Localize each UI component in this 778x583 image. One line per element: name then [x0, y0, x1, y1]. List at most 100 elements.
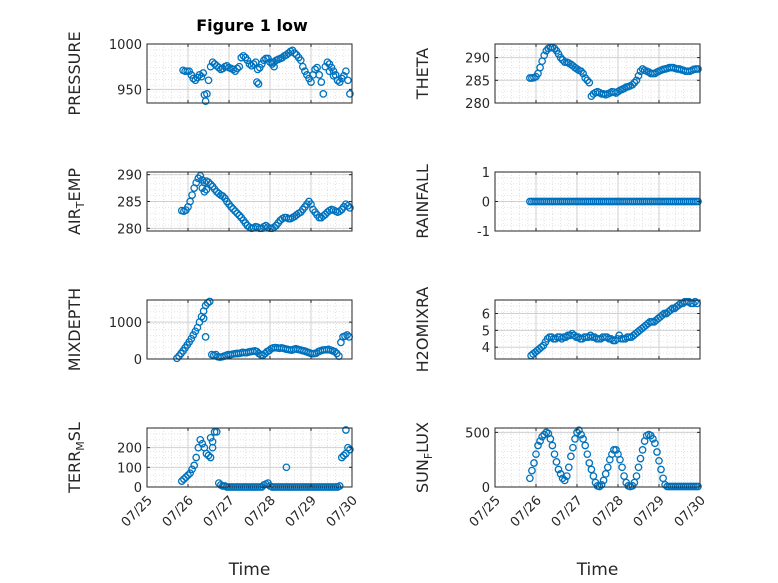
data-point: [597, 480, 606, 489]
y-tick-label: 950: [117, 83, 142, 98]
data-point: [307, 78, 315, 86]
data-point: [585, 459, 594, 467]
data-point: [342, 67, 350, 76]
data-point: [537, 343, 546, 352]
y-tick-label: 290: [117, 169, 142, 184]
y-tick-label: 0: [134, 481, 142, 496]
data-point: [339, 451, 348, 460]
data-point: [532, 450, 540, 459]
data-point: [603, 333, 611, 341]
data-point: [651, 439, 659, 448]
data-point: [319, 90, 328, 98]
data-point: [632, 76, 641, 85]
data-point: [198, 439, 207, 448]
data-point: [333, 76, 342, 85]
data-point: [218, 192, 227, 200]
data-point: [173, 354, 181, 363]
data-point: [203, 90, 211, 98]
data-point: [628, 80, 637, 89]
data-point: [343, 331, 351, 339]
data-point: [638, 446, 647, 454]
data-point: [325, 67, 334, 76]
data-point: [282, 463, 291, 472]
y-tick-label: 285: [465, 74, 490, 89]
data-point: [528, 466, 536, 475]
data-point: [227, 203, 235, 211]
data-point: [649, 435, 657, 443]
x-axis-label: Time: [228, 560, 271, 580]
data-point: [186, 469, 194, 478]
panel-1: 280 285 290 THETA: [413, 43, 702, 112]
data-point: [583, 76, 592, 85]
y-tick-label: -1: [477, 225, 490, 240]
data-point: [204, 451, 213, 460]
data-point: [189, 74, 198, 83]
data-point: [253, 65, 262, 74]
y-tick-label: 5: [482, 324, 490, 339]
data-point: [200, 187, 209, 196]
y-tick-label: 1: [482, 166, 490, 181]
y-tick-label: 1000: [109, 316, 142, 331]
panel-2: 280 285 290 AIRTEMP: [65, 168, 354, 237]
y-tick-label: 0: [482, 196, 490, 211]
data-point: [577, 67, 585, 76]
panel-3-series: [526, 197, 702, 206]
figure-title: Figure 1 low: [196, 16, 308, 35]
y-tick-label: 290: [465, 52, 490, 67]
panel-4-ylabel: MIXDEPTH: [65, 288, 84, 371]
data-point: [344, 76, 352, 85]
data-point: [206, 453, 215, 462]
data-point: [208, 437, 217, 446]
data-point: [235, 62, 244, 71]
data-point: [270, 62, 278, 71]
data-point: [180, 475, 188, 483]
data-point: [694, 65, 702, 73]
data-point: [550, 450, 559, 459]
data-point: [190, 461, 199, 470]
data-point: [540, 430, 549, 439]
data-point: [548, 441, 557, 450]
data-point: [560, 476, 569, 485]
data-point: [552, 458, 561, 466]
data-point: [192, 178, 201, 187]
data-point: [335, 482, 344, 490]
panel-2-ylabel: AIRTEMP: [65, 168, 87, 235]
data-point: [589, 472, 598, 480]
data-point: [569, 443, 577, 452]
data-point: [562, 333, 570, 341]
y-tick-label: 280: [465, 97, 490, 112]
data-point: [634, 71, 643, 80]
data-point: [202, 185, 211, 194]
data-point: [204, 76, 213, 85]
data-point: [653, 448, 661, 456]
data-point: [323, 58, 332, 67]
data-point: [196, 171, 205, 180]
y-tick-label: 6: [482, 307, 490, 322]
panel-0-series: [179, 46, 354, 106]
data-point: [198, 184, 207, 192]
data-point: [346, 445, 354, 454]
data-point: [182, 473, 190, 482]
data-point: [254, 80, 263, 88]
data-point: [192, 453, 201, 462]
data-point: [632, 472, 641, 480]
data-point: [184, 471, 192, 480]
data-point: [249, 60, 258, 68]
data-point: [189, 331, 198, 339]
y-tick-label: 1000: [109, 38, 142, 53]
data-point: [694, 197, 702, 206]
data-point: [583, 450, 592, 459]
data-point: [188, 191, 196, 199]
data-point: [270, 223, 278, 232]
data-point: [204, 178, 213, 187]
data-point: [235, 211, 244, 220]
data-point: [550, 44, 559, 53]
data-point: [579, 69, 587, 78]
data-point: [570, 331, 578, 340]
data-point: [655, 456, 663, 465]
data-point: [177, 477, 186, 485]
data-point: [612, 446, 620, 454]
panel-4-series: [173, 297, 353, 363]
data-point: [674, 301, 683, 309]
